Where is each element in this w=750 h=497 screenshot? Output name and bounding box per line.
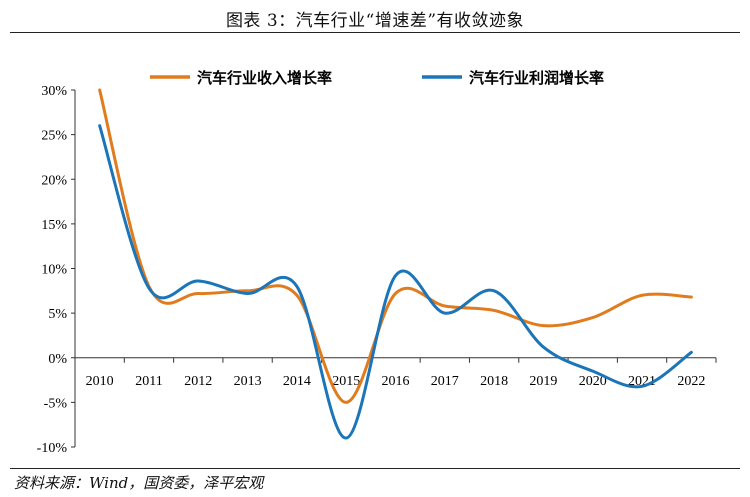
legend: 汽车行业收入增长率 汽车行业利润增长率	[150, 69, 604, 87]
x-tick-label: 2016	[382, 374, 410, 389]
y-tick-label: 25%	[41, 129, 67, 144]
axes: 30% 25% 20% 15% 10% 5% 0% -5% -10% 2010 2011 2012 20…	[37, 84, 717, 456]
y-tick-label: 20%	[41, 173, 67, 188]
y-tick-label: -5%	[44, 396, 68, 411]
x-tick-label: 2017	[431, 374, 459, 389]
x-tick-label: 2019	[529, 374, 557, 389]
x-tick-label: 2014	[283, 374, 311, 389]
y-tick-label: 0%	[48, 352, 67, 367]
x-tick-label: 2010	[86, 374, 114, 389]
series-layer	[98, 88, 693, 440]
x-tick-label: 2018	[480, 374, 508, 389]
x-tick-label: 2015	[332, 374, 360, 389]
x-tick-label: 2022	[677, 374, 705, 389]
legend-label-profit: 汽车行业利润增长率	[469, 69, 604, 87]
x-tick-label: 2012	[184, 374, 212, 389]
top-rule	[10, 32, 740, 33]
y-tick-label: -10%	[37, 441, 68, 456]
y-tick-label: 30%	[41, 84, 67, 99]
legend-label-revenue: 汽车行业收入增长率	[197, 69, 332, 87]
series-line-revenue	[98, 88, 693, 404]
series-line-profit	[98, 124, 693, 440]
line-chart: 30% 25% 20% 15% 10% 5% 0% -5% -10% 2010 2011 2012 20…	[37, 69, 717, 456]
x-tick-label: 2011	[135, 374, 162, 389]
x-tick-label: 2013	[234, 374, 262, 389]
source-note: 资料来源：Wind，国资委，泽平宏观	[14, 474, 264, 492]
bottom-rule	[10, 468, 740, 469]
x-tick-label: 2020	[579, 374, 607, 389]
y-tick-label: 10%	[41, 263, 67, 278]
y-tick-label: 5%	[48, 307, 67, 322]
y-tick-label: 15%	[41, 218, 67, 233]
chart-title: 图表 3：汽车行业“增速差”有收敛迹象	[225, 11, 525, 31]
